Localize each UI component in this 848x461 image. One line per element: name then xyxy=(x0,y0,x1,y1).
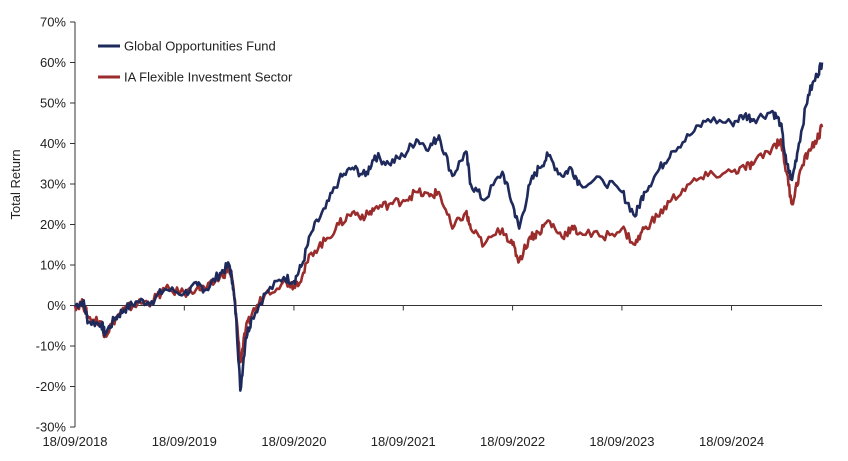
x-tick-label: 18/09/2024 xyxy=(699,434,764,449)
x-tick-label: 18/09/2022 xyxy=(480,434,545,449)
y-tick-label: 10% xyxy=(40,258,66,273)
series-line-ia-flexible-investment-sector xyxy=(73,123,824,364)
x-tick-label: 18/09/2019 xyxy=(152,434,217,449)
y-tick-label: -10% xyxy=(36,339,67,354)
x-tick-label: 18/09/2021 xyxy=(371,434,436,449)
y-tick-label: 50% xyxy=(40,96,66,111)
y-axis-title: Total Return xyxy=(8,149,23,219)
y-tick-label: 40% xyxy=(40,136,66,151)
legend-label-ia-flexible-investment-sector: IA Flexible Investment Sector xyxy=(124,70,293,85)
y-tick-label: -20% xyxy=(36,379,67,394)
x-axis-ticks: 18/09/2018 18/09/2019 18/09/2020 18/09/2021… xyxy=(42,305,764,449)
legend-label-global-opportunities-fund: Global Opportunities Fund xyxy=(124,39,276,54)
y-axis-ticks: -30% -20% -10% 0% 10% 20% 30% 40% 50% 60% 70% xyxy=(36,15,75,435)
series-layer xyxy=(73,62,824,392)
series-line-global-opportunities-fund xyxy=(74,62,824,392)
y-tick-label: 60% xyxy=(40,55,66,70)
x-tick-label: 18/09/2018 xyxy=(42,434,107,449)
y-tick-label: 30% xyxy=(40,177,66,192)
x-tick-label: 18/09/2023 xyxy=(589,434,654,449)
y-tick-label: 70% xyxy=(40,15,66,30)
x-tick-label: 18/09/2020 xyxy=(261,434,326,449)
y-tick-label: -30% xyxy=(36,420,67,435)
y-tick-label: 20% xyxy=(40,217,66,232)
legend: Global Opportunities Fund IA Flexible In… xyxy=(98,39,293,85)
y-tick-label: 0% xyxy=(47,298,66,313)
